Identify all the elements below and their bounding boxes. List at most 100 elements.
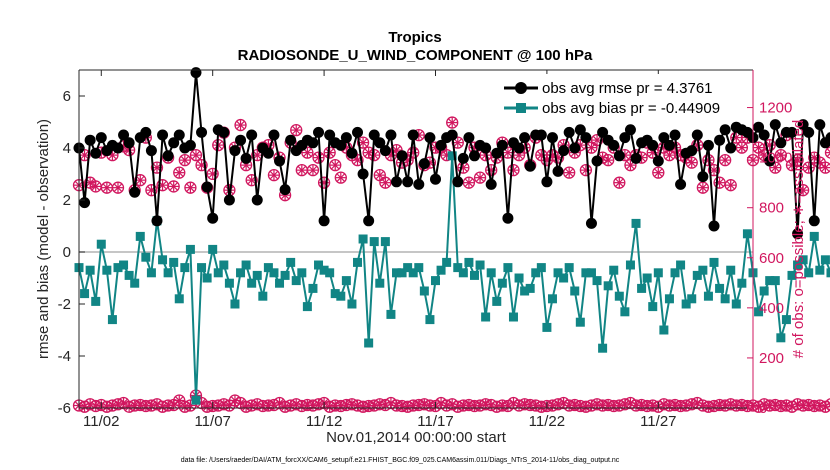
rmse-point <box>190 67 202 79</box>
bias-point <box>369 237 379 247</box>
obs-assimilated-high-point <box>330 160 341 171</box>
footnote: data file: /Users/raeder/DAI/ATM_forcXX/… <box>181 457 620 464</box>
bias-point <box>520 286 530 296</box>
rmse-point <box>714 134 726 146</box>
obs-assimilated-high-point <box>369 150 380 161</box>
bias-point <box>742 229 752 239</box>
rmse-point <box>675 178 687 190</box>
obs-assimilated-high-point <box>268 170 279 181</box>
plot-area <box>79 70 753 408</box>
rmse-point <box>585 217 597 229</box>
obs-possible-point <box>507 163 520 177</box>
bias-point <box>659 325 669 335</box>
obs-assimilated-high-point <box>463 177 474 188</box>
bias-point <box>286 257 296 267</box>
x-tick-label: 11/27 <box>640 413 676 430</box>
bias-point <box>787 270 797 280</box>
y-right-tick-label: 400 <box>759 300 784 317</box>
obs-assimilated-high-point <box>380 177 391 188</box>
obs-possible-low-point <box>824 398 830 411</box>
obs-possible-point <box>485 163 498 177</box>
bias-point <box>692 270 702 280</box>
obs-possible-point <box>563 166 576 179</box>
rmse-point <box>669 129 681 141</box>
rmse-point <box>84 134 96 146</box>
rmse-point <box>468 150 480 162</box>
y-right-tick-label: 1000 <box>759 150 792 167</box>
y-tick-label: -2 <box>58 296 71 313</box>
rmse-point <box>402 176 414 188</box>
obs-possible-point <box>590 133 604 147</box>
bias-point <box>408 268 418 278</box>
bias-point <box>419 286 429 296</box>
rmse-point <box>792 228 804 240</box>
obs-assimilated-high-point <box>335 172 346 183</box>
obs-assimilated-high-point <box>770 162 781 173</box>
bias-point <box>269 268 279 278</box>
bias-point <box>141 252 151 262</box>
bias-point <box>793 260 803 270</box>
bias-point <box>163 268 173 278</box>
y-right-tick-label: 200 <box>759 350 784 367</box>
rmse-point <box>658 132 670 144</box>
bias-point <box>414 263 424 273</box>
bias-point <box>353 257 363 267</box>
obs-possible-point <box>624 158 637 172</box>
bias-point <box>586 268 596 278</box>
obs-possible-point <box>707 163 721 177</box>
obs-possible-point <box>178 153 191 167</box>
rmse-point <box>652 155 664 167</box>
rmse-point <box>769 119 781 131</box>
rmse-point <box>457 152 469 164</box>
chart-title: Tropics <box>388 29 441 46</box>
bias-point <box>197 263 207 273</box>
bias-point <box>592 276 602 286</box>
rmse-series-line <box>78 72 830 234</box>
obs-assimilated-high-point <box>720 155 731 166</box>
rmse-point <box>702 139 714 151</box>
rmse-point <box>324 129 336 141</box>
obs-assimilated-high-point <box>825 148 830 157</box>
rmse-point <box>346 147 358 159</box>
obs-possible-point <box>446 116 459 129</box>
bias-point <box>531 268 541 278</box>
y-axis-label: rmse and bias (model - observation) <box>35 119 52 359</box>
rmse-point <box>686 145 698 157</box>
x-tick-label: 11/12 <box>306 413 342 430</box>
rmse-point <box>496 139 508 151</box>
rmse-point <box>435 139 447 151</box>
obs-assimilated-high-point <box>502 147 513 158</box>
x-tick-label: 11/22 <box>529 413 565 430</box>
bias-point <box>486 268 496 278</box>
obs-possible-point <box>206 167 219 181</box>
obs-assimilated-high-point <box>374 170 385 181</box>
bias-point <box>291 276 301 286</box>
bias-point <box>341 276 351 286</box>
bias-point <box>525 283 535 293</box>
obs-possible-point <box>351 153 364 167</box>
bias-point <box>308 283 318 293</box>
rmse-point <box>814 119 826 131</box>
obs-possible-point <box>735 141 749 154</box>
bias-point <box>781 315 791 325</box>
bias-point <box>208 244 218 254</box>
y-right-tick-label: 600 <box>759 250 784 267</box>
obs-possible-point <box>334 171 347 184</box>
rmse-point <box>803 126 815 138</box>
legend-rmse-label: obs avg rmse pr = 4.3761 <box>542 80 713 97</box>
rmse-point <box>240 152 252 164</box>
rmse-point <box>725 142 737 154</box>
bias-point <box>302 302 312 312</box>
bias-point <box>731 299 741 309</box>
obs-assimilated-high-point <box>324 147 335 158</box>
bias-point <box>158 255 168 265</box>
rmse-point <box>413 178 425 190</box>
obs-possible-point <box>195 158 208 172</box>
obs-assimilated-high-point <box>291 125 302 136</box>
bias-point <box>625 260 635 270</box>
obs-assimilated-high-point <box>452 137 463 148</box>
bias-point <box>492 296 502 306</box>
rmse-point <box>79 197 91 209</box>
rmse-point <box>535 129 547 141</box>
bias-point <box>252 270 262 280</box>
